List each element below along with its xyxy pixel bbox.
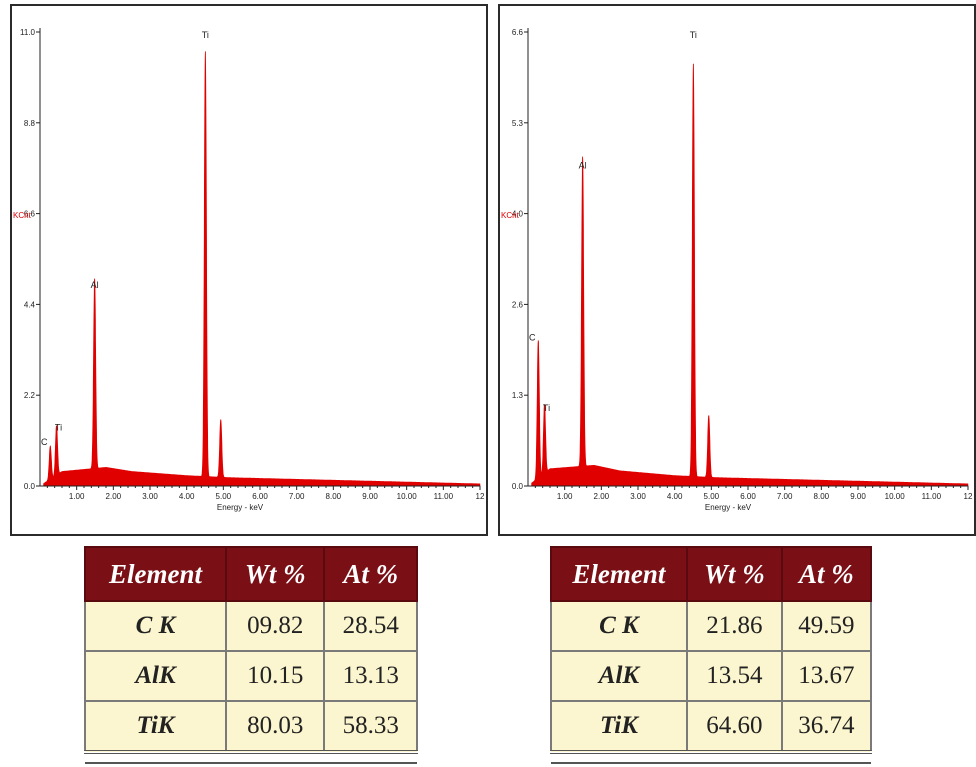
wt-cell: 13.54	[685, 650, 783, 702]
at-cell: 13.67	[780, 650, 873, 702]
peak-label: C	[529, 332, 536, 342]
x-tick-label: 4.00	[667, 492, 683, 501]
at-cell: 36.74	[780, 700, 873, 753]
peak-label: C	[41, 437, 48, 447]
x-tick-label: 8.00	[326, 492, 342, 501]
at-cell: 28.54	[323, 600, 418, 652]
spectrum-panel-right: 0.0 1.3 2.6 4.0 5.3 6.6 KCnt 1.00 2.00 3.00 4.00 5.…	[498, 4, 976, 536]
x-tick-label: 7.00	[777, 492, 793, 501]
wt-cell: 21.86	[685, 600, 783, 652]
table-row: C K 21.86 49.59	[550, 600, 873, 652]
peak-label: Al	[91, 280, 99, 290]
table-row: C K 09.82 28.54	[84, 600, 418, 652]
at-cell: 13.13	[323, 650, 418, 702]
column-header-element: Element	[84, 546, 227, 602]
y-tick-label: 0.0	[24, 482, 36, 491]
peak-label: Ti	[543, 403, 550, 413]
x-tick-label: 11.00	[434, 492, 454, 501]
x-tick-label: 9.00	[850, 492, 866, 501]
spectrum-panel-left: 0.0 2.2 4.4 6.6 8.8 11.0 KCnt 1.00 2.00 3.00 4.00 5…	[10, 4, 488, 536]
x-tick-label: 10.00	[397, 492, 418, 501]
x-tick-label: 12	[964, 492, 973, 501]
element-cell: TiK	[550, 700, 688, 753]
peak-label: Ti	[690, 30, 697, 40]
composition-table-left: Element Wt % At % C K 09.82 28.54 AlK 10…	[84, 546, 418, 764]
x-tick-label: 4.00	[179, 492, 195, 501]
wt-cell: 10.15	[224, 650, 326, 702]
column-header-element: Element	[550, 546, 688, 602]
element-cell: TiK	[84, 700, 227, 753]
wt-cell: 64.60	[685, 700, 783, 753]
table-row: AlK 13.54 13.67	[550, 650, 873, 702]
y-tick-label: 1.3	[512, 391, 524, 400]
column-header-wt: Wt %	[224, 546, 326, 602]
at-cell: 58.33	[323, 700, 418, 753]
x-axis-label: Energy - keV	[217, 503, 264, 512]
y-tick-label: 6.6	[512, 28, 524, 37]
x-tick-label: 5.00	[704, 492, 720, 501]
table-header-row: Element Wt % At %	[550, 546, 873, 602]
y-tick-label: 8.8	[24, 119, 36, 128]
peak-label: Ti	[55, 422, 62, 432]
table-footer-rule	[551, 750, 871, 764]
x-tick-label: 8.00	[814, 492, 830, 501]
element-cell: C K	[84, 600, 227, 652]
x-tick-label: 9.00	[362, 492, 378, 501]
y-tick-label: 6.6	[24, 210, 36, 219]
x-tick-label: 10.00	[885, 492, 906, 501]
wt-cell: 09.82	[224, 600, 326, 652]
spectrum-chart-left: 0.0 2.2 4.4 6.6 8.8 11.0 KCnt 1.00 2.00 3.00 4.00 5…	[13, 28, 485, 512]
spectrum-chart-right: 0.0 1.3 2.6 4.0 5.3 6.6 KCnt 1.00 2.00 3.00 4.00 5.…	[501, 28, 973, 512]
spectrum-series	[43, 51, 481, 487]
y-tick-label: 5.3	[512, 119, 524, 128]
x-tick-label: 5.00	[216, 492, 232, 501]
x-tick-label: 3.00	[630, 492, 646, 501]
x-tick-label: 1.00	[557, 492, 573, 501]
x-tick-label: 11.00	[922, 492, 942, 501]
x-tick-label: 1.00	[69, 492, 85, 501]
y-tick-label: 2.6	[512, 300, 524, 309]
table-footer-rule	[85, 750, 417, 764]
element-cell: AlK	[550, 650, 688, 702]
table-row: TiK 80.03 58.33	[84, 700, 418, 753]
y-axis-label: KCnt	[501, 211, 520, 220]
y-axis-label: KCnt	[13, 211, 32, 220]
composition-table-right: Element Wt % At % C K 21.86 49.59 AlK 13…	[550, 546, 873, 764]
y-tick-label: 4.0	[512, 210, 524, 219]
at-cell: 49.59	[780, 600, 873, 652]
column-header-at: At %	[780, 546, 873, 602]
x-tick-label: 2.00	[106, 492, 122, 501]
x-tick-label: 2.00	[594, 492, 610, 501]
spectrum-series	[531, 63, 969, 487]
table-header-row: Element Wt % At %	[84, 546, 418, 602]
x-axis-label: Energy - keV	[705, 503, 752, 512]
y-tick-label: 2.2	[24, 391, 36, 400]
table-row: TiK 64.60 36.74	[550, 700, 873, 753]
x-tick-label: 12	[476, 492, 485, 501]
column-header-at: At %	[323, 546, 418, 602]
table-row: AlK 10.15 13.13	[84, 650, 418, 702]
y-tick-label: 0.0	[512, 482, 524, 491]
x-tick-label: 7.00	[289, 492, 305, 501]
column-header-wt: Wt %	[685, 546, 783, 602]
x-tick-label: 6.00	[252, 492, 268, 501]
y-tick-label: 11.0	[20, 28, 36, 37]
element-cell: C K	[550, 600, 688, 652]
x-tick-label: 6.00	[740, 492, 756, 501]
peak-label: Ti	[202, 30, 209, 40]
x-tick-label: 3.00	[142, 492, 158, 501]
element-cell: AlK	[84, 650, 227, 702]
y-tick-label: 4.4	[24, 300, 36, 309]
wt-cell: 80.03	[224, 700, 326, 753]
peak-label: Al	[579, 160, 587, 170]
